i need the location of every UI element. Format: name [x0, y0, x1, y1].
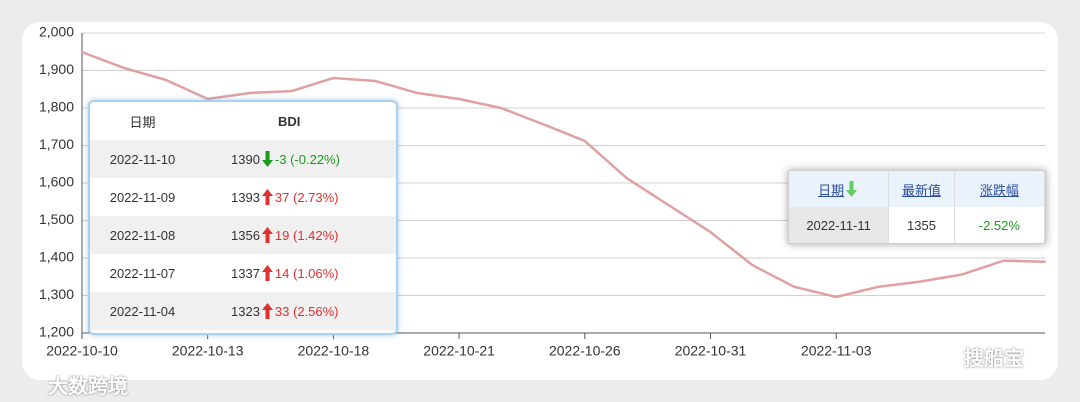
table-row: 2022-11-04 1323 33 (2.56%) [90, 292, 396, 330]
change: 37 (2.73%) [274, 190, 339, 205]
date-cell: 2022-11-10 [109, 151, 176, 167]
change-arrow [260, 303, 275, 319]
tooltip-table: 日期 BDI 2022-11-10 1390 -3 (-0.22%) 2022-11-09… [88, 100, 398, 335]
table-header: 日期 BDI [90, 102, 396, 140]
header-cell: 最新值 [889, 171, 955, 207]
table-row: 2022-11-07 1337 14 (1.06%) [90, 254, 396, 292]
header-cell: 日期 [789, 171, 890, 207]
value-cell: 1337 14 (1.06%) [195, 265, 396, 281]
sort-arrow [844, 181, 859, 197]
change-arrow [260, 151, 275, 167]
x-tick-label: 2022-10-13 [172, 343, 244, 359]
y-tick-label: 1,600 [39, 174, 74, 190]
header-cell: 涨跌幅 [955, 171, 1045, 207]
watermark: 大数跨境 [48, 376, 128, 398]
value-cell: 1390 -3 (-0.22%) [195, 151, 396, 167]
table-row: 2022-11-09 1393 37 (2.73%) [90, 178, 396, 216]
date-cell: 2022-11-04 [109, 303, 176, 319]
change-arrow [260, 189, 275, 205]
x-tick-label: 2022-10-18 [298, 343, 370, 359]
latest-table: 日期 最新值 涨跌幅 2022-11-11 1355 -2.52% [788, 170, 1046, 244]
y-tick-label: 1,800 [39, 99, 74, 115]
y-tick-label: 1,300 [39, 286, 74, 302]
line [81, 50, 1046, 299]
value: 1323 [231, 304, 260, 319]
y-tick-label: 1,400 [39, 249, 74, 265]
y-tick-label: 2,000 [39, 24, 74, 40]
cell: -2.52% [955, 207, 1045, 243]
latest-header: 日期 最新值 涨跌幅 [789, 171, 1045, 207]
header-link[interactable]: 涨跌幅 [979, 182, 1019, 198]
change: 14 (1.06%) [274, 266, 339, 281]
change: 19 (1.42%) [274, 228, 339, 243]
y-tick-label: 1,500 [39, 211, 74, 227]
watermark: 搜船宝 [964, 348, 1024, 370]
value-cell: 1323 33 (2.56%) [195, 303, 396, 319]
x-tick-label: 2022-10-21 [423, 343, 495, 359]
header-cell: 日期 [129, 114, 156, 130]
latest-row: 2022-11-11 1355 -2.52% [789, 207, 1045, 243]
header-cell: BDI [278, 113, 301, 129]
value-cell: 1356 19 (1.42%) [195, 227, 396, 243]
x-tick-label: 2022-11-03 [801, 343, 872, 359]
change-arrow [260, 265, 275, 281]
x-tick-label: 2022-10-10 [46, 343, 118, 359]
x-tick-label: 2022-10-26 [549, 343, 621, 359]
y-tick-label: 1,200 [39, 324, 74, 340]
change: 33 (2.56%) [274, 304, 339, 319]
y-tick-label: 1,900 [39, 61, 74, 77]
change: -3 (-0.22%) [274, 152, 340, 167]
value-cell: 1393 37 (2.73%) [195, 189, 396, 205]
date-cell: 2022-11-08 [109, 227, 176, 243]
date-cell: 2022-11-07 [109, 265, 176, 281]
value: 1393 [231, 190, 260, 205]
x-tick-label: 2022-10-31 [675, 343, 747, 359]
table-row: 2022-11-08 1356 19 (1.42%) [90, 216, 396, 254]
header-link[interactable]: 日期 [818, 182, 845, 198]
value: 1337 [231, 266, 260, 281]
value: 1390 [231, 152, 260, 167]
y-tick-label: 1,700 [39, 136, 74, 152]
value: 1356 [231, 228, 260, 243]
header-link[interactable]: 最新值 [901, 182, 941, 198]
change-arrow [260, 227, 275, 243]
cell: 2022-11-11 [789, 207, 890, 243]
table-row: 2022-11-10 1390 -3 (-0.22%) [90, 140, 396, 178]
cell: 1355 [889, 207, 955, 243]
date-cell: 2022-11-09 [109, 189, 176, 205]
